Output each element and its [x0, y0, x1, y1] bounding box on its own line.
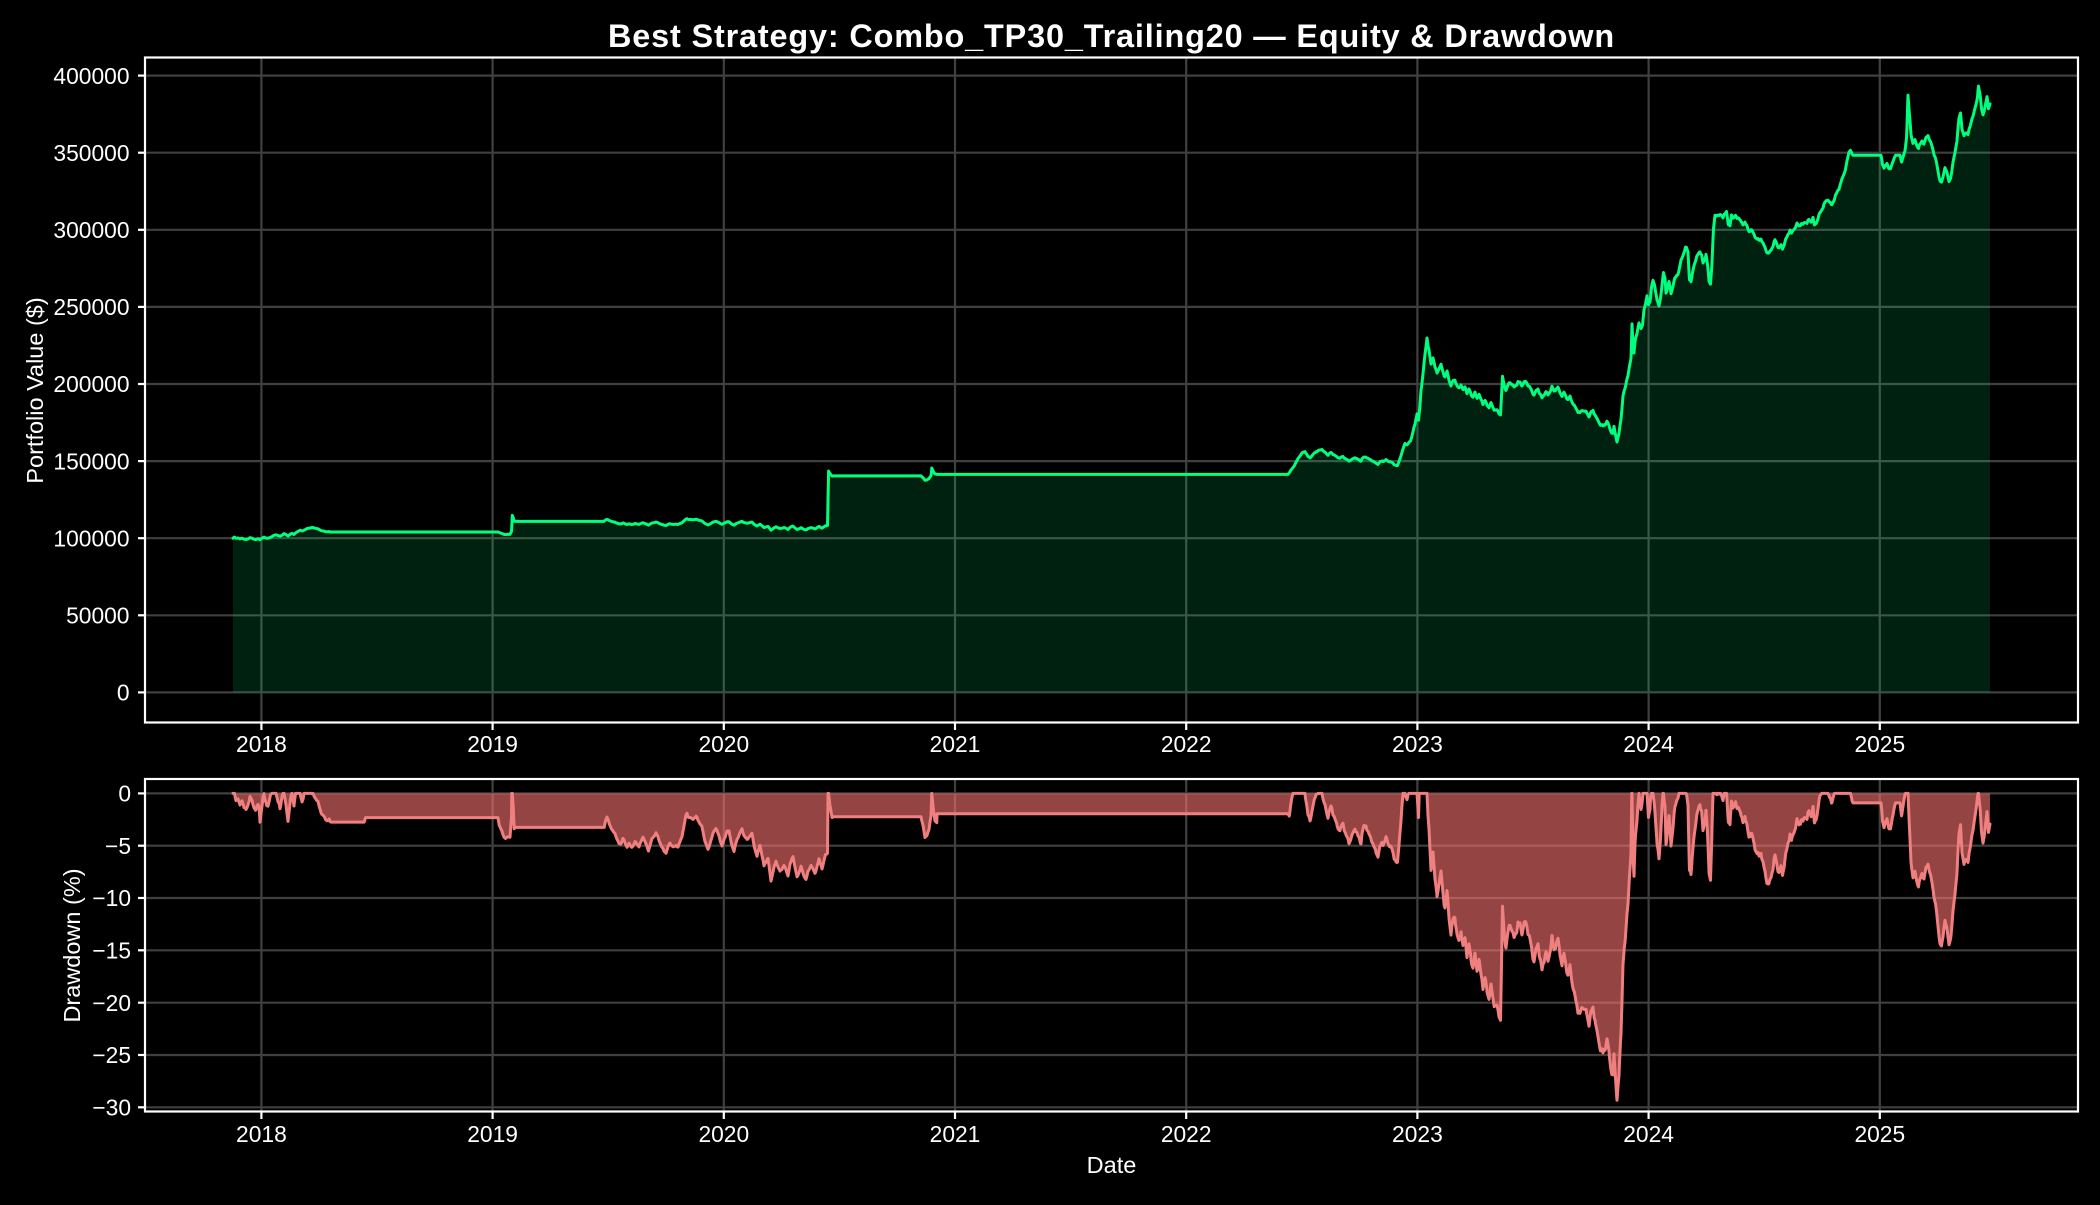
svg-text:100000: 100000	[53, 525, 129, 551]
svg-text:2021: 2021	[930, 731, 981, 757]
svg-text:2018: 2018	[236, 731, 287, 757]
svg-text:2023: 2023	[1392, 731, 1443, 757]
svg-text:2022: 2022	[1161, 731, 1212, 757]
svg-text:2024: 2024	[1623, 731, 1674, 757]
svg-text:−10: −10	[92, 885, 131, 911]
svg-text:2025: 2025	[1854, 1121, 1905, 1147]
svg-text:−15: −15	[92, 938, 131, 964]
svg-text:350000: 350000	[53, 140, 129, 166]
svg-text:−30: −30	[92, 1095, 131, 1121]
svg-text:−5: −5	[105, 833, 131, 859]
svg-text:0: 0	[117, 680, 130, 706]
svg-text:2024: 2024	[1623, 1121, 1674, 1147]
svg-text:Date: Date	[1087, 1152, 1137, 1178]
svg-text:400000: 400000	[53, 63, 129, 89]
svg-text:300000: 300000	[53, 217, 129, 243]
svg-text:2019: 2019	[467, 731, 518, 757]
svg-text:Portfolio Value ($): Portfolio Value ($)	[22, 297, 48, 483]
svg-text:−25: −25	[92, 1042, 131, 1068]
svg-text:2021: 2021	[930, 1121, 981, 1147]
svg-text:2020: 2020	[698, 1121, 749, 1147]
svg-text:200000: 200000	[53, 371, 129, 397]
svg-text:250000: 250000	[53, 294, 129, 320]
svg-text:50000: 50000	[66, 603, 129, 629]
svg-text:2023: 2023	[1392, 1121, 1443, 1147]
svg-text:2018: 2018	[236, 1121, 287, 1147]
svg-text:−20: −20	[92, 990, 131, 1016]
svg-text:Best Strategy: Combo_TP30_Trai: Best Strategy: Combo_TP30_Trailing20 — E…	[608, 18, 1615, 54]
svg-text:2020: 2020	[698, 731, 749, 757]
svg-text:2019: 2019	[467, 1121, 518, 1147]
svg-text:2025: 2025	[1854, 731, 1905, 757]
svg-text:150000: 150000	[53, 448, 129, 474]
svg-text:Drawdown (%): Drawdown (%)	[59, 868, 85, 1022]
svg-text:2022: 2022	[1161, 1121, 1212, 1147]
svg-text:0: 0	[118, 781, 131, 807]
